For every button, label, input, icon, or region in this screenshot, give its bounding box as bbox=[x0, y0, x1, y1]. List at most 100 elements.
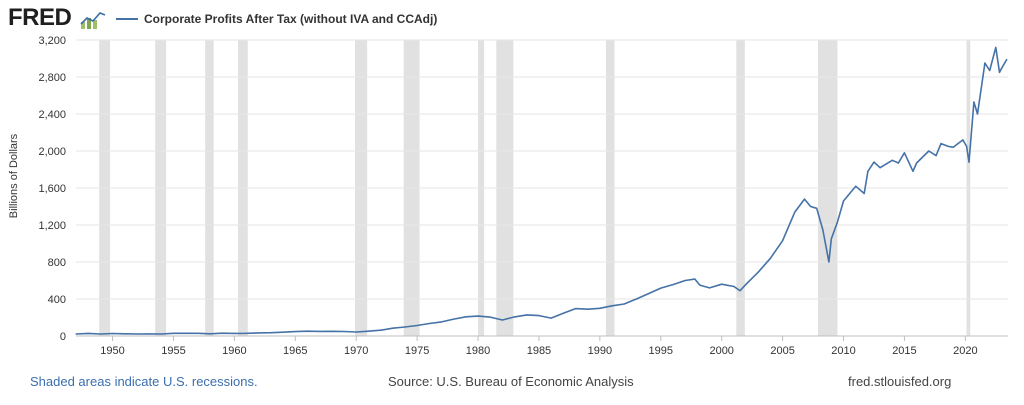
data-point bbox=[489, 316, 491, 318]
x-tick-label: 2015 bbox=[892, 345, 916, 357]
data-point bbox=[99, 333, 101, 335]
data-point bbox=[694, 278, 696, 280]
data-point bbox=[984, 62, 986, 64]
recession-note-link[interactable]: Shaded areas indicate U.S. recessions. bbox=[30, 374, 258, 389]
data-point bbox=[611, 305, 613, 307]
data-point bbox=[258, 332, 260, 334]
chart-legend: Corporate Profits After Tax (without IVA… bbox=[116, 12, 437, 26]
y-tick-label: 1,600 bbox=[38, 183, 66, 195]
data-point bbox=[660, 287, 662, 289]
site-credit: fred.stlouisfed.org bbox=[848, 374, 952, 389]
data-point bbox=[863, 192, 865, 195]
data-point bbox=[319, 330, 321, 332]
data-point bbox=[769, 257, 772, 259]
data-point bbox=[477, 315, 479, 317]
data-point bbox=[245, 332, 248, 334]
data-point bbox=[836, 221, 839, 223]
y-tick-label: 2,000 bbox=[38, 146, 66, 158]
data-point bbox=[136, 333, 138, 335]
data-point bbox=[989, 69, 991, 72]
data-point bbox=[947, 145, 949, 147]
data-point bbox=[830, 238, 832, 240]
data-point bbox=[562, 312, 564, 314]
x-tick-label: 1995 bbox=[649, 345, 673, 357]
data-point bbox=[952, 146, 954, 148]
data-point bbox=[209, 333, 211, 335]
data-point bbox=[745, 283, 747, 285]
data-point bbox=[995, 46, 997, 48]
y-tick-label: 1,200 bbox=[38, 220, 66, 232]
chart-footer: Shaded areas indicate U.S. recessions. S… bbox=[0, 374, 1024, 394]
data-point bbox=[587, 308, 589, 310]
data-point bbox=[306, 330, 309, 332]
data-point bbox=[513, 316, 516, 318]
data-point bbox=[855, 185, 857, 187]
data-point bbox=[294, 330, 296, 333]
data-point bbox=[916, 162, 918, 164]
axes: 0 400 800 1,200 1,600 2,000 2,400 2,800 3,200 195… bbox=[38, 35, 977, 357]
data-point bbox=[973, 101, 975, 103]
fred-graph-icon bbox=[80, 12, 106, 29]
y-tick-label: 400 bbox=[48, 294, 66, 306]
data-point bbox=[891, 159, 893, 161]
data-point bbox=[684, 279, 686, 282]
data-point bbox=[124, 333, 126, 335]
legend-swatch bbox=[116, 18, 138, 20]
data-point bbox=[392, 327, 394, 329]
x-tick-label: 2020 bbox=[953, 345, 977, 357]
data-point bbox=[935, 155, 937, 157]
x-tick-label: 1990 bbox=[588, 345, 612, 357]
source-note: Source: U.S. Bureau of Economic Analysis bbox=[388, 374, 634, 389]
data-point bbox=[465, 316, 467, 318]
data-point bbox=[867, 170, 869, 172]
fred-logo[interactable]: FRED bbox=[8, 4, 72, 31]
data-point bbox=[367, 330, 369, 332]
data-point bbox=[803, 198, 806, 200]
data-point bbox=[928, 150, 930, 152]
data-point bbox=[379, 329, 382, 331]
data-point bbox=[897, 162, 899, 164]
data-point bbox=[501, 319, 504, 321]
data-point bbox=[822, 229, 824, 231]
data-point bbox=[355, 331, 357, 333]
data-point bbox=[160, 333, 162, 335]
data-point bbox=[623, 303, 625, 305]
data-point bbox=[111, 332, 114, 335]
x-tick-label: 1965 bbox=[283, 345, 307, 357]
data-point bbox=[782, 240, 784, 242]
data-point bbox=[1006, 58, 1008, 61]
data-point bbox=[404, 326, 406, 328]
data-point bbox=[282, 331, 284, 333]
y-tick-label: 800 bbox=[48, 257, 66, 269]
data-point bbox=[879, 167, 881, 169]
data-point bbox=[526, 314, 528, 316]
x-tick-label: 2005 bbox=[770, 345, 794, 357]
data-point bbox=[968, 161, 970, 163]
data-point bbox=[148, 333, 150, 335]
y-tick-label: 3,200 bbox=[38, 35, 66, 47]
data-point bbox=[87, 332, 89, 335]
data-point bbox=[197, 332, 199, 334]
data-point bbox=[331, 330, 333, 332]
x-tick-label: 1960 bbox=[222, 345, 246, 357]
data-point bbox=[440, 321, 443, 323]
data-point bbox=[599, 307, 601, 309]
data-point bbox=[574, 308, 577, 310]
data-point bbox=[635, 298, 638, 300]
x-tick-label: 2010 bbox=[831, 345, 855, 357]
data-point bbox=[810, 205, 812, 208]
data-point bbox=[708, 287, 711, 289]
data-point bbox=[550, 317, 552, 319]
data-point bbox=[976, 113, 979, 115]
data-point bbox=[672, 283, 674, 286]
y-tick-label: 2,800 bbox=[38, 72, 66, 84]
grid-lines bbox=[76, 39, 1008, 337]
data-point bbox=[699, 284, 701, 286]
data-point bbox=[828, 261, 830, 263]
x-tick-label: 1985 bbox=[527, 345, 551, 357]
data-point bbox=[343, 330, 345, 333]
data-point bbox=[648, 293, 650, 295]
data-point bbox=[912, 170, 914, 172]
legend-label: Corporate Profits After Tax (without IVA… bbox=[144, 12, 438, 26]
